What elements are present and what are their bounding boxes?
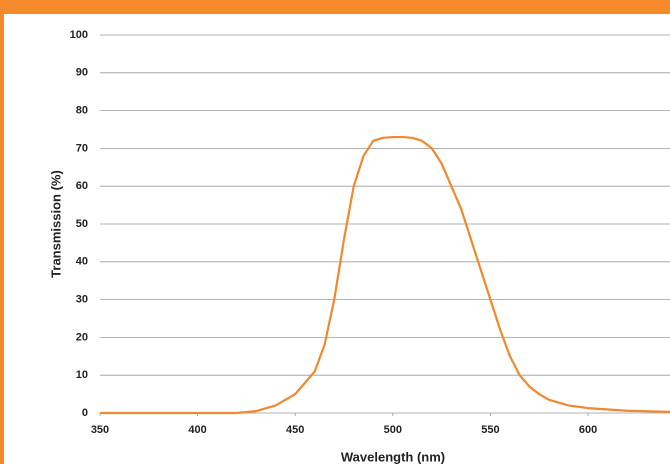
y-tick-label: 50 bbox=[76, 218, 88, 230]
y-tick-label: 20 bbox=[76, 331, 88, 343]
y-tick-label: 80 bbox=[76, 105, 88, 117]
y-tick-label: 10 bbox=[76, 369, 88, 381]
y-tick-label: 60 bbox=[76, 180, 88, 192]
y-axis-label: Transmission (%) bbox=[48, 170, 63, 278]
y-tick-label: 90 bbox=[76, 67, 88, 79]
x-tick-label: 450 bbox=[286, 424, 304, 436]
top-border bbox=[0, 0, 670, 14]
y-tick-label: 40 bbox=[76, 256, 88, 268]
x-tick-label: 550 bbox=[481, 424, 499, 436]
y-tick-label: 30 bbox=[76, 294, 88, 306]
y-tick-label: 100 bbox=[70, 29, 88, 41]
x-tick-label: 400 bbox=[188, 424, 206, 436]
y-tick-label: 70 bbox=[76, 142, 88, 154]
y-tick-label: 0 bbox=[82, 407, 88, 419]
x-tick-label: 500 bbox=[384, 424, 402, 436]
left-border bbox=[0, 0, 4, 464]
x-axis-label: Wavelength (nm) bbox=[341, 449, 445, 464]
x-tick-label: 600 bbox=[579, 424, 597, 436]
x-tick-label: 350 bbox=[91, 424, 109, 436]
series-line bbox=[100, 135, 670, 415]
